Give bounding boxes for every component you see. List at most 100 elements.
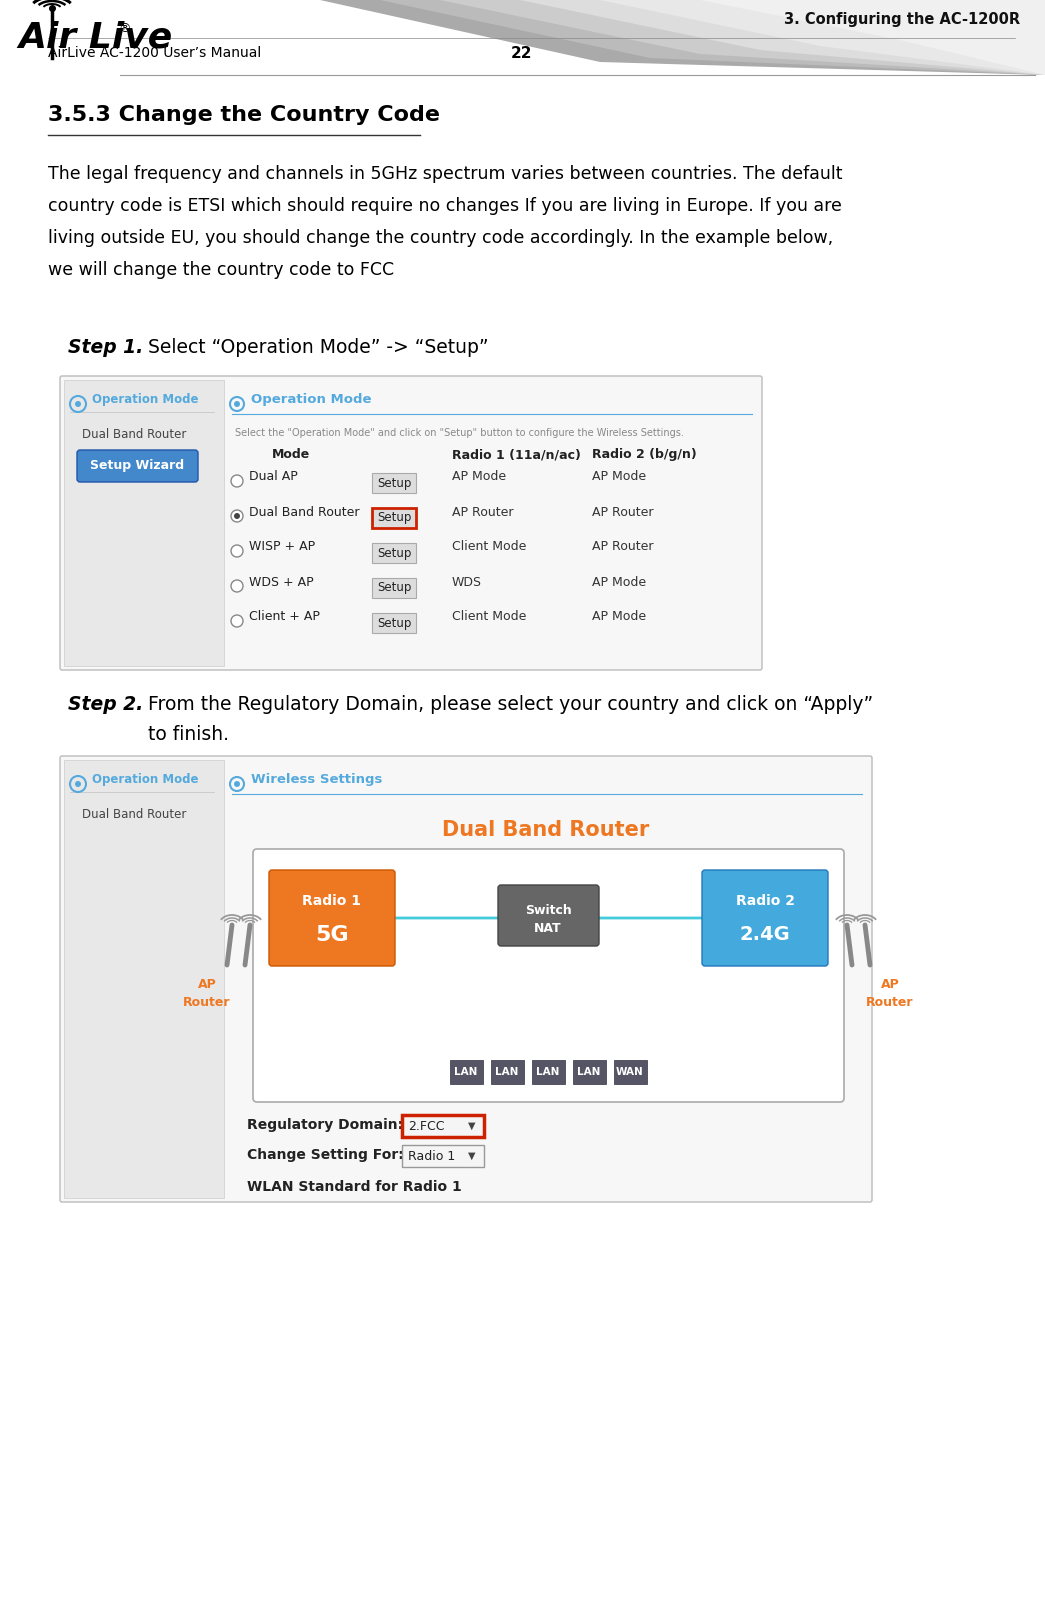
Text: 22: 22: [511, 45, 533, 62]
Text: AP: AP: [881, 978, 900, 991]
Text: AP Router: AP Router: [593, 506, 653, 519]
Text: Setup: Setup: [377, 616, 411, 629]
Text: Router: Router: [183, 996, 231, 1009]
Text: we will change the country code to FCC: we will change the country code to FCC: [48, 261, 394, 279]
Text: Select “Operation Mode” -> “Setup”: Select “Operation Mode” -> “Setup”: [148, 337, 488, 357]
Text: Radio 1 (11a/n/ac): Radio 1 (11a/n/ac): [452, 448, 581, 461]
Circle shape: [234, 401, 240, 407]
Circle shape: [231, 615, 243, 628]
Text: WLAN Standard for Radio 1: WLAN Standard for Radio 1: [247, 1179, 462, 1194]
Text: Regulatory Domain:: Regulatory Domain:: [247, 1118, 403, 1132]
Circle shape: [234, 513, 240, 519]
Circle shape: [231, 509, 243, 522]
Text: 5G: 5G: [316, 925, 349, 946]
FancyBboxPatch shape: [77, 449, 198, 482]
Text: Dual Band Router: Dual Band Router: [442, 821, 650, 840]
Text: LAN: LAN: [495, 1067, 518, 1077]
Polygon shape: [380, 0, 1045, 75]
Text: 3. Configuring the AC-1200R: 3. Configuring the AC-1200R: [784, 11, 1020, 28]
Text: country code is ETSI which should require no changes If you are living in Europe: country code is ETSI which should requir…: [48, 196, 842, 216]
FancyBboxPatch shape: [702, 869, 828, 967]
Bar: [372, 474, 416, 493]
Text: living outside EU, you should change the country code accordingly. In the exampl: living outside EU, you should change the…: [48, 229, 833, 247]
Text: Setup Wizard: Setup Wizard: [90, 459, 184, 472]
Text: AP Mode: AP Mode: [452, 470, 506, 483]
Text: 3.5.3 Change the Country Code: 3.5.3 Change the Country Code: [48, 105, 440, 125]
Circle shape: [231, 545, 243, 556]
Bar: [64, 380, 224, 667]
Text: Setup: Setup: [377, 477, 411, 490]
Text: Step 1.: Step 1.: [68, 337, 143, 357]
FancyBboxPatch shape: [269, 869, 395, 967]
Bar: [402, 1114, 484, 1137]
FancyBboxPatch shape: [498, 886, 599, 946]
Text: Radio 1: Radio 1: [302, 894, 362, 908]
Text: to finish.: to finish.: [148, 725, 229, 744]
Text: ®: ®: [118, 23, 131, 36]
Text: WAN: WAN: [617, 1067, 644, 1077]
Text: Change Setting For:: Change Setting For:: [247, 1148, 403, 1161]
Polygon shape: [440, 0, 1045, 75]
Bar: [450, 1061, 483, 1083]
Text: Step 2.: Step 2.: [68, 694, 143, 714]
Text: Select the "Operation Mode" and click on "Setup" button to configure the Wireles: Select the "Operation Mode" and click on…: [235, 428, 683, 438]
Text: 2.FCC: 2.FCC: [408, 1119, 444, 1132]
Text: Setup: Setup: [377, 547, 411, 560]
Text: Operation Mode: Operation Mode: [92, 774, 199, 787]
Text: AP: AP: [198, 978, 216, 991]
Text: AP Router: AP Router: [593, 540, 653, 553]
Bar: [372, 543, 416, 563]
Text: Operation Mode: Operation Mode: [92, 394, 199, 407]
Text: Radio 2 (b/g/n): Radio 2 (b/g/n): [593, 448, 697, 461]
Circle shape: [231, 475, 243, 487]
Polygon shape: [320, 0, 1045, 75]
Text: ▼: ▼: [468, 1121, 475, 1131]
Bar: [573, 1061, 606, 1083]
Text: Dual Band Router: Dual Band Router: [82, 808, 186, 821]
Text: Dual AP: Dual AP: [249, 470, 298, 483]
Text: AP Mode: AP Mode: [593, 610, 646, 623]
Text: Client Mode: Client Mode: [452, 610, 527, 623]
Bar: [64, 761, 224, 1199]
Text: Client Mode: Client Mode: [452, 540, 527, 553]
Bar: [532, 1061, 565, 1083]
Circle shape: [75, 782, 82, 787]
Text: WISP + AP: WISP + AP: [249, 540, 316, 553]
Text: Router: Router: [866, 996, 913, 1009]
Text: The legal frequency and channels in 5GHz spectrum varies between countries. The : The legal frequency and channels in 5GHz…: [48, 165, 842, 183]
Bar: [402, 1145, 484, 1166]
Bar: [372, 508, 416, 529]
Polygon shape: [700, 0, 1045, 75]
Circle shape: [234, 782, 240, 787]
Text: NAT: NAT: [534, 921, 562, 934]
Text: Radio 2: Radio 2: [736, 894, 794, 908]
Text: Radio 1: Radio 1: [408, 1150, 456, 1163]
Text: Switch: Switch: [525, 903, 572, 916]
Bar: [372, 577, 416, 599]
Text: AP Router: AP Router: [452, 506, 513, 519]
Text: Dual Band Router: Dual Band Router: [249, 506, 359, 519]
Bar: [614, 1061, 647, 1083]
Text: LAN: LAN: [536, 1067, 560, 1077]
Text: Operation Mode: Operation Mode: [251, 394, 372, 407]
Text: Setup: Setup: [377, 582, 411, 595]
Text: Client + AP: Client + AP: [249, 610, 320, 623]
Polygon shape: [600, 0, 1045, 75]
Text: Air Live: Air Live: [18, 21, 172, 55]
Text: Dual Band Router: Dual Band Router: [82, 428, 186, 441]
Bar: [372, 613, 416, 633]
Text: WDS + AP: WDS + AP: [249, 576, 314, 589]
Text: WDS: WDS: [452, 576, 482, 589]
Bar: [491, 1061, 524, 1083]
Text: LAN: LAN: [455, 1067, 478, 1077]
Text: AirLive AC-1200 User’s Manual: AirLive AC-1200 User’s Manual: [48, 45, 261, 60]
Circle shape: [231, 581, 243, 592]
Text: Setup: Setup: [377, 511, 411, 524]
Text: Wireless Settings: Wireless Settings: [251, 774, 382, 787]
Text: LAN: LAN: [577, 1067, 601, 1077]
Text: 2.4G: 2.4G: [740, 926, 790, 944]
Text: Mode: Mode: [272, 448, 310, 461]
Text: AP Mode: AP Mode: [593, 576, 646, 589]
Polygon shape: [520, 0, 1045, 75]
FancyBboxPatch shape: [253, 848, 844, 1101]
